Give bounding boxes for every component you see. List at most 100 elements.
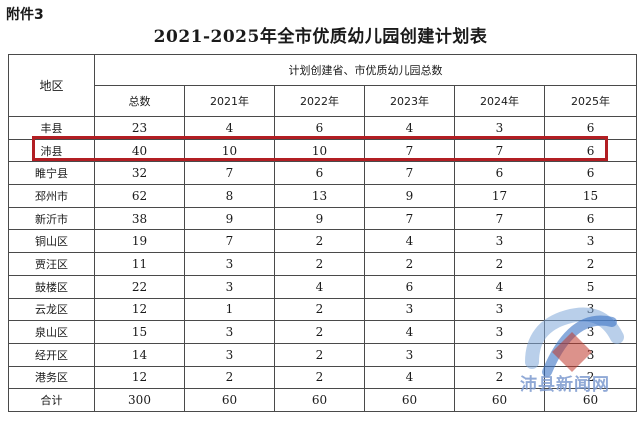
value-cell: 15 <box>94 320 185 344</box>
value-cell: 4 <box>364 320 455 344</box>
value-cell: 7 <box>184 229 275 254</box>
value-cell: 2 <box>274 365 365 390</box>
table-row: 沛县 40 10 10 7 7 6 <box>8 138 638 163</box>
annex-label: 附件3 <box>6 7 44 23</box>
value-cell: 60 <box>184 388 275 412</box>
table-row: 鼓楼区 22 3 4 6 4 5 <box>8 274 638 299</box>
value-cell: 2 <box>274 229 365 254</box>
value-cell: 3 <box>184 342 275 367</box>
value-cell: 9 <box>274 206 365 231</box>
value-cell: 3 <box>543 229 638 254</box>
column-header-2025: 2025年 <box>543 85 638 117</box>
value-cell: 3 <box>184 320 275 344</box>
value-cell: 60 <box>364 388 455 412</box>
value-cell: 2 <box>184 365 275 390</box>
value-cell: 3 <box>364 342 455 367</box>
table-row: 贾汪区 11 3 2 2 2 2 <box>8 252 638 276</box>
region-cell: 合计 <box>8 388 95 412</box>
region-cell: 云龙区 <box>8 297 95 322</box>
watermark-text: 沛县新闻网 <box>520 375 610 395</box>
document-title: 2021-2025年全市优质幼儿园创建计划表 <box>153 27 488 47</box>
value-cell: 3 <box>543 342 638 367</box>
header-row-group: 地区 计划创建省、市优质幼儿园总数 <box>8 54 638 117</box>
value-cell: 4 <box>184 116 275 140</box>
value-cell: 3 <box>184 252 275 276</box>
table-row: 睢宁县 32 7 6 7 6 6 <box>8 161 638 186</box>
value-cell: 4 <box>364 365 455 390</box>
value-cell: 6 <box>543 138 638 163</box>
value-cell: 1 <box>184 297 275 322</box>
value-cell: 40 <box>94 138 185 163</box>
value-cell: 6 <box>274 161 365 186</box>
table-row: 丰县 23 4 6 4 3 6 <box>8 116 638 140</box>
region-cell: 港务区 <box>8 365 95 390</box>
table-row: 泉山区 15 3 2 4 3 3 <box>8 320 638 344</box>
value-cell: 22 <box>94 274 185 299</box>
region-cell: 鼓楼区 <box>8 274 95 299</box>
value-cell: 2 <box>274 320 365 344</box>
value-cell: 3 <box>454 342 545 367</box>
value-cell: 12 <box>94 297 185 322</box>
value-cell: 11 <box>94 252 185 276</box>
region-cell: 丰县 <box>8 116 95 140</box>
region-cell: 贾汪区 <box>8 252 95 276</box>
value-cell: 7 <box>184 161 275 186</box>
value-cell: 4 <box>274 274 365 299</box>
value-cell: 3 <box>364 297 455 322</box>
value-cell: 15 <box>543 184 638 208</box>
value-cell: 4 <box>364 116 455 140</box>
value-cell: 2 <box>274 342 365 367</box>
value-cell: 2 <box>543 252 638 276</box>
region-cell: 铜山区 <box>8 229 95 254</box>
value-cell: 9 <box>184 206 275 231</box>
value-cell: 6 <box>543 206 638 231</box>
value-cell: 6 <box>543 116 638 140</box>
table-row: 新沂市 38 9 9 7 7 6 <box>8 206 638 231</box>
region-cell: 新沂市 <box>8 206 95 231</box>
value-cell: 17 <box>454 184 545 208</box>
value-cell: 2 <box>274 252 365 276</box>
table-row: 邳州市 62 8 13 9 17 15 <box>8 184 638 208</box>
table-row: 云龙区 12 1 2 3 3 3 <box>8 297 638 322</box>
value-cell: 10 <box>184 138 275 163</box>
value-cell: 32 <box>94 161 185 186</box>
kindergarten-plan-table: 地区 计划创建省、市优质幼儿园总数 总数 2021年 2022年 2023年 2… <box>8 54 638 412</box>
value-cell: 19 <box>94 229 185 254</box>
table-row: 合计 300 60 60 60 60 60 <box>8 388 638 412</box>
value-cell: 3 <box>454 297 545 322</box>
column-header-total: 总数 <box>94 85 185 117</box>
region-column-header: 地区 <box>8 54 95 117</box>
column-header-2021: 2021年 <box>184 85 275 117</box>
value-cell: 6 <box>543 161 638 186</box>
value-cell: 60 <box>274 388 365 412</box>
value-cell: 7 <box>454 206 545 231</box>
value-cell: 2 <box>454 252 545 276</box>
value-cell: 7 <box>454 138 545 163</box>
value-cell: 2 <box>364 252 455 276</box>
value-cell: 62 <box>94 184 185 208</box>
value-cell: 7 <box>364 138 455 163</box>
region-cell: 邳州市 <box>8 184 95 208</box>
value-cell: 5 <box>543 274 638 299</box>
value-cell: 8 <box>184 184 275 208</box>
region-cell: 沛县 <box>8 138 95 163</box>
value-cell: 6 <box>454 161 545 186</box>
value-cell: 13 <box>274 184 365 208</box>
value-cell: 3 <box>454 320 545 344</box>
value-cell: 4 <box>364 229 455 254</box>
column-header-2022: 2022年 <box>274 85 365 117</box>
value-cell: 3 <box>543 297 638 322</box>
column-header-2023: 2023年 <box>364 85 455 117</box>
region-cell: 睢宁县 <box>8 161 95 186</box>
value-cell: 12 <box>94 365 185 390</box>
value-cell: 2 <box>274 297 365 322</box>
value-cell: 3 <box>543 320 638 344</box>
table-body: 丰县 23 4 6 4 3 6 沛县 40 10 10 7 7 6 睢宁县 32 7 6 7 6 6 邳州市 62 8 13 9 1… <box>8 116 638 412</box>
group-column-header: 计划创建省、市优质幼儿园总数 <box>93 54 638 86</box>
value-cell: 38 <box>94 206 185 231</box>
region-cell: 经开区 <box>8 342 95 367</box>
value-cell: 9 <box>364 184 455 208</box>
header-row-columns: 总数 2021年 2022年 2023年 2024年 2025年 <box>9 85 638 117</box>
table-row: 铜山区 19 7 2 4 3 3 <box>8 229 638 254</box>
value-cell: 23 <box>94 116 185 140</box>
